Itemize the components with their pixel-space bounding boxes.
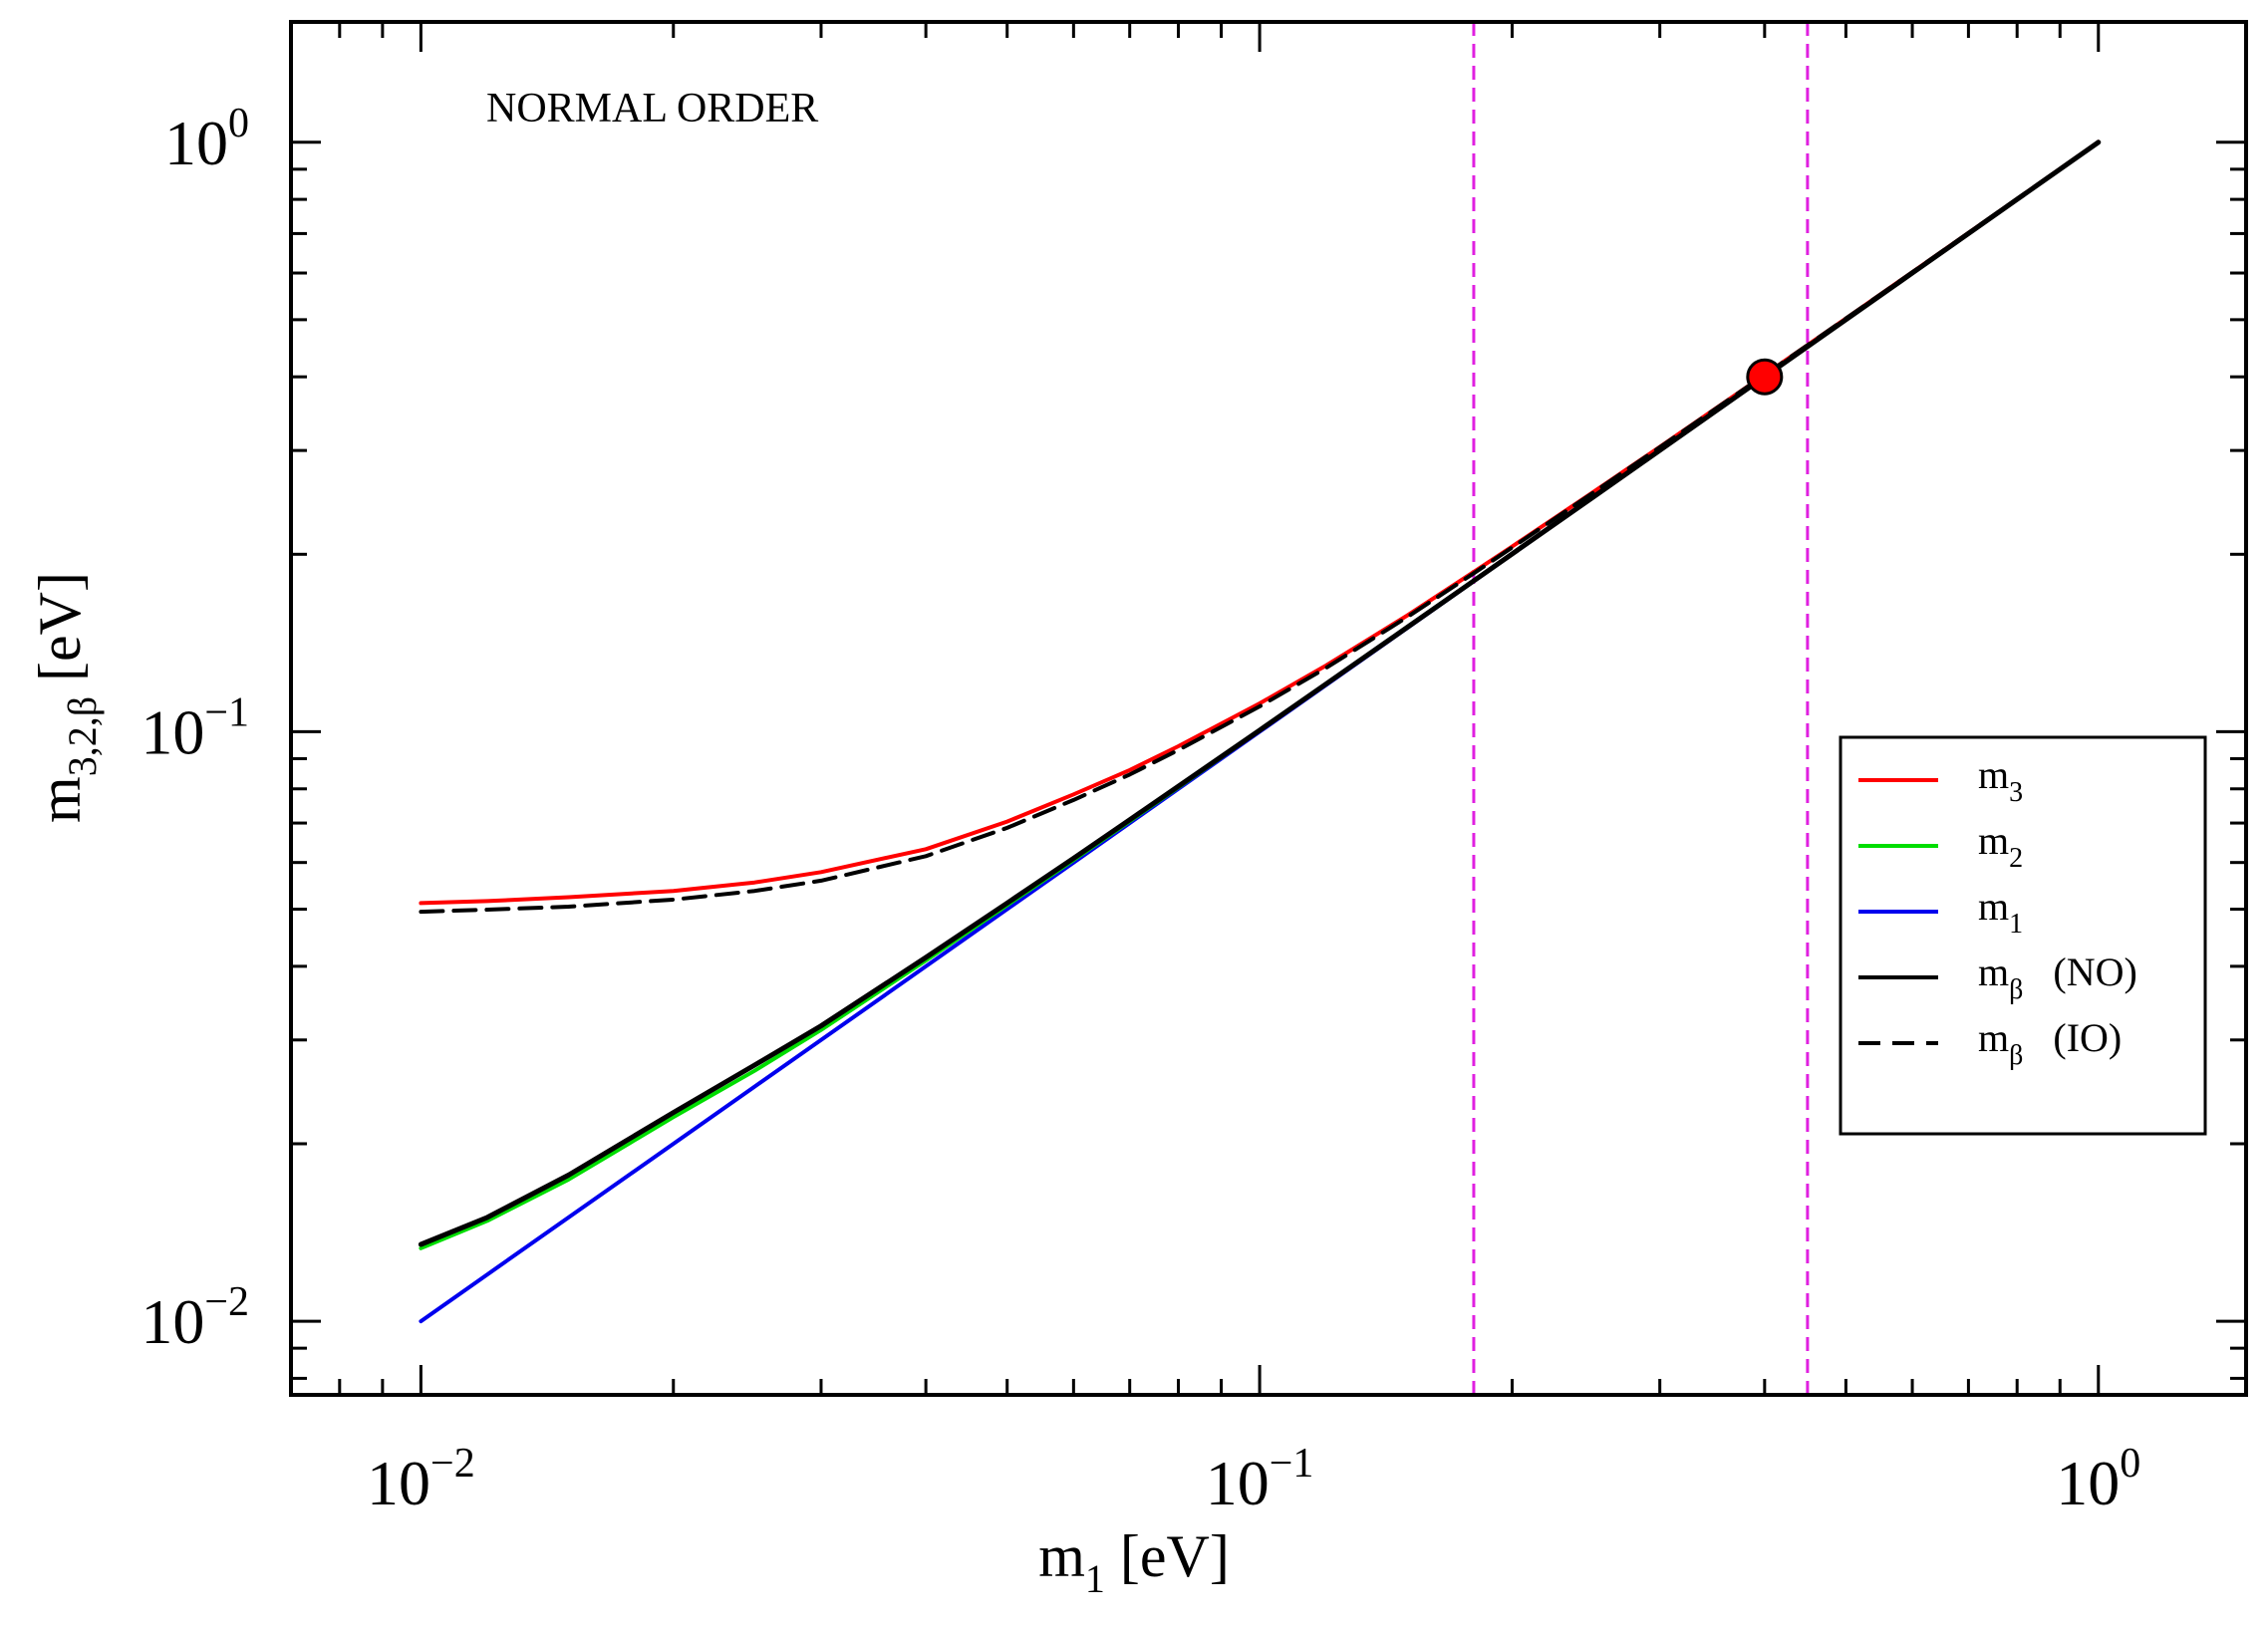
legend-label-base: m	[1978, 884, 2009, 929]
x-tick-label-1-base: 10	[367, 1448, 430, 1518]
x-axis-title-base: m	[1038, 1523, 1085, 1589]
annotation-normal-order: NORMAL ORDER	[486, 86, 818, 132]
y-axis-title-sub: 3,2,β	[60, 696, 105, 776]
series-m_beta_NO	[418, 139, 2102, 1247]
legend-label-base: m	[1978, 1015, 2009, 1060]
y-tick-label-2: 10−1	[141, 689, 249, 767]
legend-label-suffix: (NO)	[2053, 950, 2136, 994]
y-tick-label-1-base: 10	[141, 1286, 204, 1357]
y-axis-title-unit: [eV]	[27, 572, 93, 696]
legend-label-suffix: (IO)	[2053, 1015, 2122, 1060]
x-tick-label-3-exp: 0	[2120, 1441, 2140, 1487]
y-tick-label-1-exp: −2	[204, 1279, 249, 1325]
x-axis-title-sub: 1	[1085, 1556, 1105, 1601]
y-tick-label-3: 100	[164, 101, 249, 178]
x-tick-label-2-exp: −1	[1270, 1441, 1314, 1487]
marker-layer	[1746, 358, 1784, 396]
legend-label-m1: m1	[1978, 884, 2023, 940]
series-layer	[418, 139, 2102, 1324]
legend-label-sub: β	[2009, 974, 2023, 1005]
legend-box	[1839, 735, 2207, 1136]
legend-label-sub: β	[2009, 1040, 2023, 1071]
y-tick-label-3-exp: 0	[228, 101, 249, 146]
y-axis-title: m3,2,β [eV]	[27, 572, 105, 823]
legend-label-m_beta_NO: mβ (NO)	[1978, 950, 2137, 1005]
y-tick-label-1: 10−2	[141, 1279, 249, 1357]
legend-label-base: m	[1978, 950, 2009, 994]
legend-label-base: m	[1978, 818, 2009, 863]
x-tick-label-1-exp: −2	[430, 1441, 475, 1487]
vertical-reference-lines	[1472, 22, 1810, 1395]
plot-frame	[289, 20, 2248, 1397]
legend-label-base: m	[1978, 752, 2009, 797]
x-tick-label-2: 10−1	[1206, 1441, 1314, 1518]
y-tick-label-2-exp: −1	[204, 689, 249, 735]
legend-label-m_beta_IO: mβ (IO)	[1978, 1015, 2122, 1071]
y-tick-label-3-base: 10	[164, 108, 228, 178]
y-axis-title-base: m	[27, 776, 93, 823]
x-tick-label-2-base: 10	[1206, 1448, 1270, 1518]
x-axis-title: m1 [eV]	[1038, 1523, 1230, 1601]
legend-label-sub: 2	[2009, 843, 2023, 874]
x-tick-label-1: 10−2	[367, 1441, 475, 1518]
legend-label-sub: 3	[2009, 777, 2023, 808]
legend-label-m3: m3	[1978, 752, 2023, 808]
legend-label-m2: m2	[1978, 818, 2023, 874]
y-tick-label-2-base: 10	[141, 696, 204, 767]
legend-label-sub: 1	[2009, 909, 2023, 940]
x-tick-label-3: 100	[2056, 1441, 2140, 1518]
highlight-marker	[1746, 358, 1784, 396]
x-axis-title-unit: [eV]	[1105, 1523, 1230, 1589]
x-tick-label-3-base: 10	[2056, 1448, 2120, 1518]
